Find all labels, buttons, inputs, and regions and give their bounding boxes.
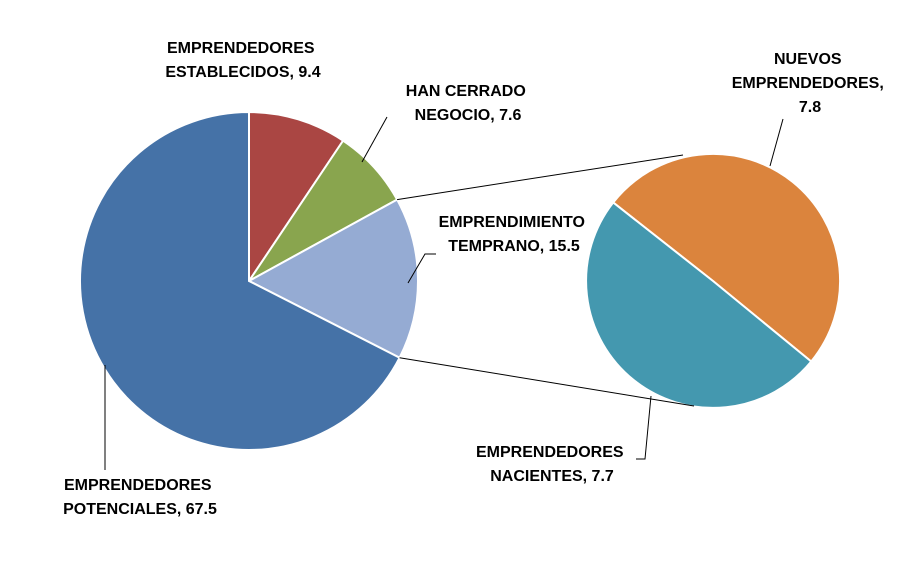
label-nuevos-line3: 7.8 — [799, 99, 821, 116]
label-nacientes-line1: EMPRENDEDORES — [476, 444, 624, 461]
label-establecidos-line1: EMPRENDEDORES — [167, 40, 315, 57]
label-nacientes: EMPRENDEDORES NACIENTES, 7.7 — [476, 444, 628, 485]
connector-lines — [397, 154, 695, 407]
label-cerrado-line2: NEGOCIO, 7.6 — [415, 107, 522, 124]
slice-nuevos-emprendedores — [611, 152, 842, 363]
leader-nuevos — [769, 118, 784, 167]
slice-emprendimiento-temprano — [246, 198, 419, 360]
leader-cerrado — [361, 116, 388, 163]
label-nuevos-line2: EMPRENDEDORES, — [732, 75, 884, 92]
connector-top — [397, 154, 684, 201]
connector-bottom — [399, 357, 695, 407]
label-temprano-line1: EMPRENDIMIENTO — [439, 214, 585, 231]
label-cerrado-line1: HAN CERRADO — [406, 83, 526, 100]
label-potenciales: EMPRENDEDORES POTENCIALES, 67.5 — [63, 477, 217, 518]
leader-nacientes — [636, 395, 652, 460]
secondary-pie — [585, 152, 842, 409]
main-pie — [79, 110, 419, 451]
label-nuevos-line1: NUEVOS — [774, 51, 842, 68]
label-nuevos: NUEVOS EMPRENDEDORES, 7.8 — [732, 51, 888, 116]
slice-emprendedores-nacientes — [585, 201, 813, 409]
leader-temprano — [407, 253, 436, 284]
label-temprano-line2: TEMPRANO, 15.5 — [448, 238, 580, 255]
label-cerrado: HAN CERRADO NEGOCIO, 7.6 — [406, 83, 530, 124]
label-nacientes-line2: NACIENTES, 7.7 — [490, 468, 614, 485]
label-establecidos: EMPRENDEDORES ESTABLECIDOS, 9.4 — [165, 40, 320, 81]
label-temprano: EMPRENDIMIENTO TEMPRANO, 15.5 — [439, 214, 590, 255]
label-potenciales-line1: EMPRENDEDORES — [64, 477, 212, 494]
label-potenciales-line2: POTENCIALES, 67.5 — [63, 501, 217, 518]
leader-lines — [104, 116, 784, 470]
slice-emprendedores-establecidos — [248, 110, 345, 285]
label-establecidos-line2: ESTABLECIDOS, 9.4 — [165, 64, 320, 81]
